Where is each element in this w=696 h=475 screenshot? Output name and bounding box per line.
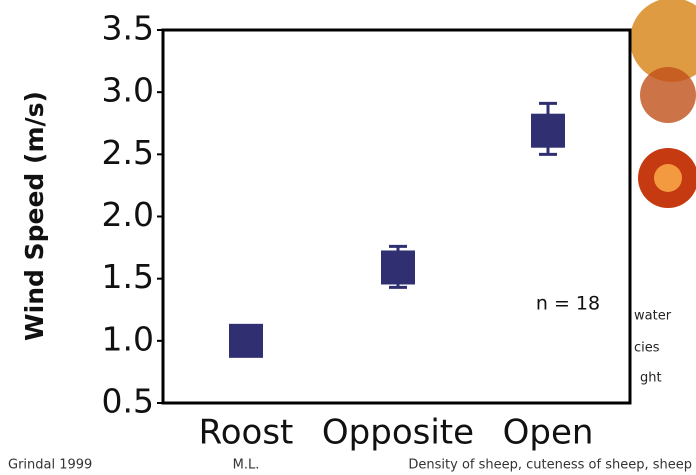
decor-circle [640,67,696,123]
decor-circle [654,164,682,192]
background-text: cies [634,341,660,356]
background-image [630,0,696,208]
y-tick-label: 1.5 [102,257,154,296]
y-tick-label: 3.0 [102,71,154,110]
point [381,250,415,285]
x-tick-label: Roost [199,413,294,453]
x-tick-label: Open [503,413,594,453]
y-tick-label: 2.5 [102,133,154,172]
point [531,113,565,148]
footer-right: Density of sheep, cuteness of sheep, she… [408,458,692,473]
point [229,323,263,358]
y-tick-label: 2.0 [102,195,154,234]
y-axis-label: Wind Speed (m/s) [20,91,49,341]
x-tick-label: Opposite [322,413,474,453]
footer-left: Grindal 1999 [8,458,92,473]
decor-circle [630,0,696,82]
background-text: water [634,309,672,324]
y-tick-label: 1.0 [102,319,154,358]
y-tick-label: 0.5 [102,382,154,421]
annotation: n = 18 [536,293,600,315]
y-tick-label: 3.5 [102,9,154,48]
footer-center: M.L. [233,458,260,473]
background-text: ght [640,371,662,386]
